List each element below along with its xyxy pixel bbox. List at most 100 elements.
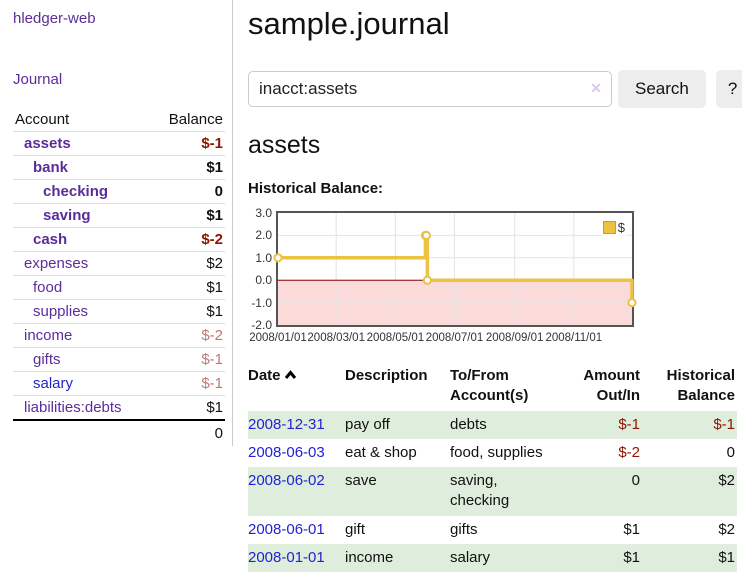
historical-balance-chart: 3.0 2.0 1.0 0.0 -1.0 -2.0 $ 2008/01/01 2008/03… — [248, 206, 737, 348]
account-row: saving $1 — [13, 203, 225, 228]
account-row: supplies $1 — [13, 299, 225, 324]
y-tick-label: -2.0 — [251, 318, 272, 332]
sort-ascending-icon — [284, 370, 296, 379]
account-link-gifts[interactable]: gifts — [33, 351, 61, 368]
search-input[interactable] — [248, 71, 612, 107]
transaction-balance: $-1 — [713, 415, 735, 433]
y-tick-label: -1.0 — [251, 295, 272, 310]
transaction-row: 2008-12-31 pay off debts $-1 $-1 — [248, 410, 737, 439]
chart-x-axis: 2008/01/01 2008/03/01 2008/05/01 2008/07/01… — [249, 332, 636, 346]
accounts-total-value: 0 — [151, 419, 225, 445]
chart-plot-area: $ — [273, 211, 637, 327]
search-button[interactable]: Search — [618, 70, 706, 108]
transaction-description: save — [345, 472, 377, 489]
transaction-accounts: gifts — [450, 520, 478, 538]
account-row: income $-2 — [13, 323, 225, 348]
transaction-amount: $-2 — [618, 443, 640, 461]
nav-journal-link[interactable]: Journal — [13, 71, 63, 88]
register-header-accounts: To/From Account(s) — [450, 367, 529, 405]
account-row: liabilities:debts $1 — [13, 395, 225, 421]
sidebar: hledger-web Journal Account Balance asse… — [0, 0, 233, 446]
search-form: ✕ Search ? — [248, 70, 742, 108]
account-balance: $2 — [151, 251, 225, 276]
x-tick-label: 2008/07/01 — [425, 332, 484, 344]
account-link-food[interactable]: food — [33, 279, 63, 296]
account-link-salary[interactable]: salary — [33, 375, 74, 392]
register-header-balance: Historical Balance — [666, 367, 735, 405]
transaction-date-link[interactable]: 2008-06-01 — [248, 520, 325, 538]
transaction-accounts: saving, checking — [450, 472, 510, 510]
register-header-description: Description — [345, 367, 428, 384]
transaction-amount: $1 — [623, 520, 640, 538]
account-link-bank[interactable]: bank — [33, 159, 69, 176]
account-balance: $1 — [151, 203, 225, 228]
account-row: assets $-1 — [13, 131, 225, 156]
register-header-amount: Amount Out/In — [583, 367, 640, 405]
transaction-description: eat & shop — [345, 443, 417, 461]
help-button[interactable]: ? — [715, 70, 742, 108]
accounts-total-row: 0 — [13, 419, 225, 445]
transaction-accounts: salary — [450, 548, 491, 566]
account-row: bank $1 — [13, 155, 225, 180]
account-balance: $-2 — [151, 323, 225, 348]
transaction-row: 2008-06-03 eat & shop food, supplies $-2… — [248, 439, 737, 467]
y-tick-label: 3.0 — [255, 206, 272, 220]
account-link-income[interactable]: income — [24, 327, 73, 344]
account-balance: $1 — [151, 395, 225, 421]
register-header-row: Date Description To/From Account(s) Amou… — [248, 364, 737, 411]
transaction-description: gift — [345, 520, 366, 538]
account-row: cash $-2 — [13, 227, 225, 252]
account-balance: $1 — [151, 299, 225, 324]
account-row: checking 0 — [13, 179, 225, 204]
y-tick-label: 1.0 — [255, 250, 272, 265]
account-link-saving[interactable]: saving — [43, 207, 91, 224]
transaction-date-link[interactable]: 2008-06-02 — [248, 472, 325, 489]
clear-search-icon[interactable]: ✕ — [590, 80, 602, 96]
legend-swatch-icon — [602, 221, 616, 234]
transaction-amount: $1 — [623, 548, 640, 566]
transaction-amount: $-1 — [618, 415, 640, 433]
accounts-header-account: Account — [13, 108, 152, 132]
account-balance: $-1 — [151, 131, 225, 156]
account-link-expenses[interactable]: expenses — [24, 255, 89, 272]
transaction-description: pay off — [345, 415, 390, 433]
account-row: salary $-1 — [13, 371, 225, 396]
page-title: sample.journal — [248, 6, 450, 41]
account-row: gifts $-1 — [13, 347, 225, 372]
account-link-liabilities:debts[interactable]: liabilities:debts — [24, 399, 122, 416]
x-tick-label: 2008/09/01 — [485, 332, 544, 344]
transaction-row: 2008-06-01 gift gifts $1 $2 — [248, 516, 737, 544]
account-row: food $1 — [13, 275, 225, 300]
transaction-date-link[interactable]: 2008-01-01 — [248, 548, 325, 566]
transaction-accounts: debts — [450, 415, 487, 433]
app-title-link[interactable]: hledger-web — [13, 10, 96, 27]
legend-label: $ — [617, 220, 625, 235]
account-link-assets[interactable]: assets — [24, 135, 71, 152]
chart-canvas — [273, 213, 637, 325]
account-balance: $1 — [151, 275, 225, 300]
transaction-amount: 0 — [631, 472, 640, 489]
account-balance: 0 — [151, 179, 225, 204]
account-balance: $-1 — [151, 371, 225, 396]
transaction-row: 2008-06-02 save saving, checking 0 $2 — [248, 467, 737, 516]
transaction-balance: $1 — [718, 548, 735, 566]
register-header-date[interactable]: Date — [248, 364, 345, 411]
x-tick-label: 2008/11/01 — [545, 332, 603, 344]
account-balance: $1 — [151, 155, 225, 180]
y-tick-label: 2.0 — [255, 228, 272, 243]
account-link-supplies[interactable]: supplies — [33, 303, 89, 320]
transaction-date-link[interactable]: 2008-12-31 — [248, 415, 325, 433]
transaction-description: income — [345, 548, 394, 566]
account-balance: $-2 — [151, 227, 225, 252]
y-tick-label: 0.0 — [255, 273, 272, 288]
accounts-header-balance: Balance — [151, 108, 225, 132]
account-heading: assets — [248, 131, 321, 159]
transaction-accounts: food, supplies — [450, 443, 543, 461]
chart-legend: $ — [600, 219, 627, 236]
account-link-checking[interactable]: checking — [43, 183, 109, 200]
transaction-balance: 0 — [726, 443, 735, 461]
account-link-cash[interactable]: cash — [33, 231, 68, 248]
transaction-date-link[interactable]: 2008-06-03 — [248, 443, 325, 461]
chart-y-axis: 3.0 2.0 1.0 0.0 -1.0 -2.0 — [248, 206, 272, 332]
